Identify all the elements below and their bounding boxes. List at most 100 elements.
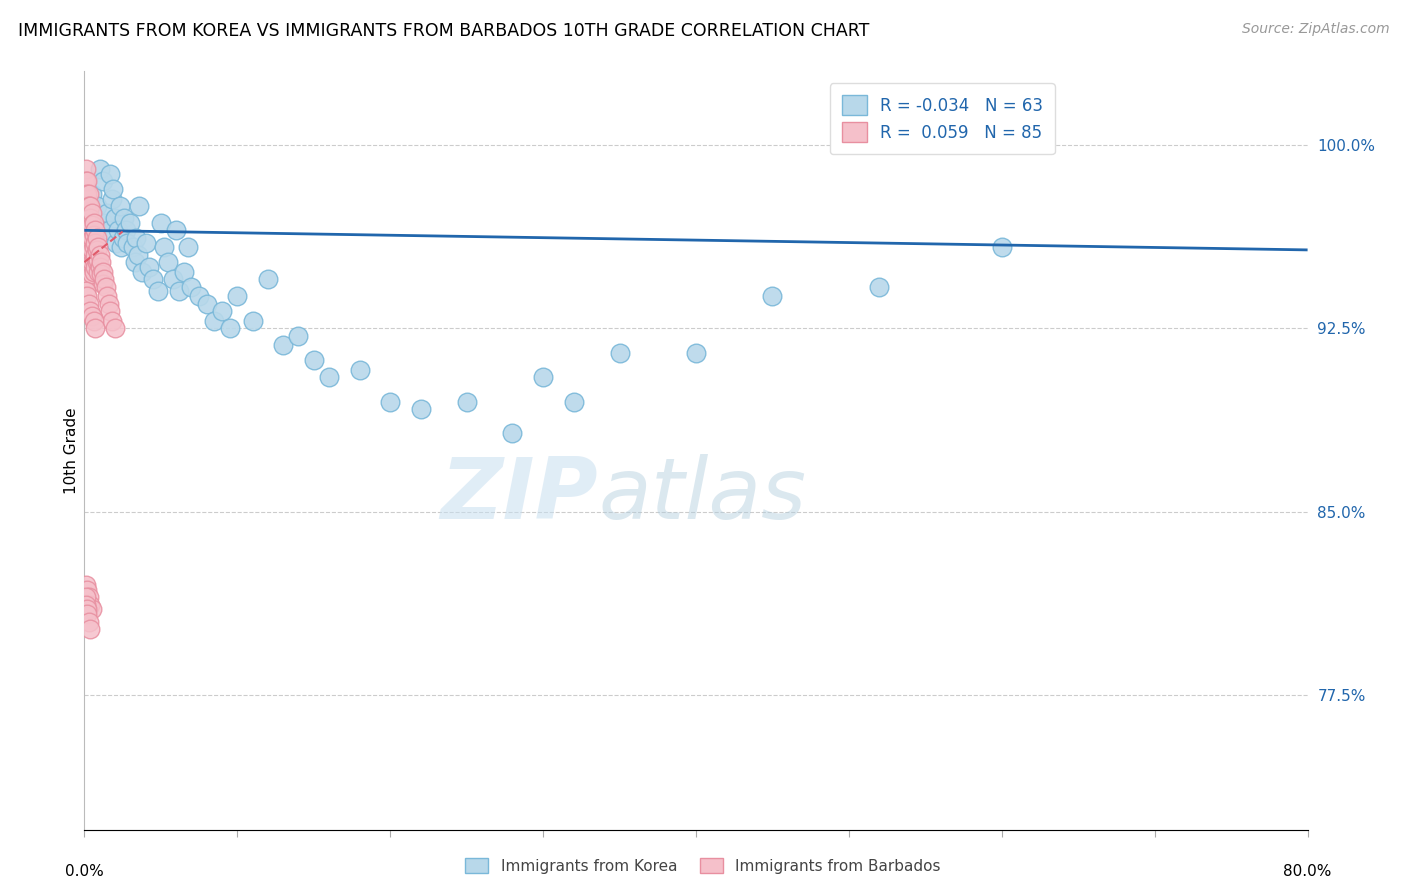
Point — [76, 235, 98, 250]
Point — [77, 248, 100, 262]
Point — [157, 255, 180, 269]
Point — [86, 230, 108, 244]
Point — [77, 615, 100, 629]
Point — [77, 223, 100, 237]
Point — [83, 216, 105, 230]
Point — [761, 289, 783, 303]
Point — [87, 252, 110, 267]
Point — [97, 223, 120, 237]
Point — [75, 186, 97, 201]
Point — [75, 223, 97, 237]
Point — [110, 240, 132, 254]
Point — [165, 223, 187, 237]
Point — [114, 223, 136, 237]
Point — [77, 260, 100, 274]
Point — [124, 255, 146, 269]
Point — [75, 578, 97, 592]
Point — [86, 199, 108, 213]
Point — [84, 248, 107, 262]
Point — [83, 240, 105, 254]
Point — [162, 272, 184, 286]
Point — [77, 186, 100, 201]
Point — [80, 255, 103, 269]
Point — [80, 186, 103, 201]
Point — [167, 285, 190, 299]
Text: 0.0%: 0.0% — [65, 863, 104, 879]
Point — [75, 211, 97, 226]
Point — [76, 602, 98, 616]
Point — [79, 199, 101, 213]
Point — [188, 289, 211, 303]
Point — [138, 260, 160, 274]
Point — [177, 240, 200, 254]
Point — [153, 240, 176, 254]
Point — [122, 240, 145, 254]
Point — [562, 394, 585, 409]
Point — [89, 248, 111, 262]
Point — [173, 265, 195, 279]
Point — [218, 321, 240, 335]
Point — [75, 162, 97, 177]
Point — [79, 223, 101, 237]
Point — [502, 426, 524, 441]
Point — [98, 167, 121, 181]
Point — [287, 328, 309, 343]
Point — [226, 289, 249, 303]
Point — [76, 582, 98, 597]
Point — [79, 622, 101, 636]
Point — [103, 182, 125, 196]
Point — [87, 265, 110, 279]
Point — [90, 268, 112, 282]
Y-axis label: 10th Grade: 10th Grade — [63, 407, 79, 494]
Point — [80, 219, 103, 233]
Point — [96, 206, 118, 220]
Point — [149, 216, 172, 230]
Point — [83, 252, 105, 267]
Point — [104, 211, 127, 226]
Point — [75, 174, 97, 188]
Point — [349, 363, 371, 377]
Point — [83, 314, 105, 328]
Text: 80.0%: 80.0% — [1284, 863, 1331, 879]
Point — [97, 296, 120, 310]
Point — [80, 309, 103, 323]
Point — [75, 235, 97, 250]
Point — [77, 591, 100, 605]
Point — [76, 223, 98, 237]
Text: Source: ZipAtlas.com: Source: ZipAtlas.com — [1241, 22, 1389, 37]
Point — [80, 268, 103, 282]
Point — [75, 248, 97, 262]
Point — [101, 314, 124, 328]
Point — [94, 279, 117, 293]
Point — [146, 285, 169, 299]
Point — [76, 199, 98, 213]
Point — [79, 260, 101, 274]
Point — [91, 265, 114, 279]
Point — [76, 260, 98, 274]
Point — [93, 272, 115, 286]
Point — [107, 223, 129, 237]
Point — [609, 345, 631, 359]
Point — [318, 370, 340, 384]
Text: ZIP: ZIP — [440, 454, 598, 538]
Point — [90, 255, 112, 269]
Point — [79, 598, 101, 612]
Point — [869, 279, 891, 293]
Point — [77, 235, 100, 250]
Point — [202, 314, 225, 328]
Point — [77, 296, 100, 310]
Point — [991, 240, 1014, 254]
Point — [131, 265, 153, 279]
Point — [271, 338, 294, 352]
Point — [84, 235, 107, 250]
Point — [93, 216, 115, 230]
Point — [84, 260, 107, 274]
Point — [75, 598, 97, 612]
Point — [409, 401, 432, 416]
Point — [135, 235, 157, 250]
Point — [531, 370, 554, 384]
Point — [75, 199, 97, 213]
Point — [84, 321, 107, 335]
Point — [112, 211, 135, 226]
Point — [77, 211, 100, 226]
